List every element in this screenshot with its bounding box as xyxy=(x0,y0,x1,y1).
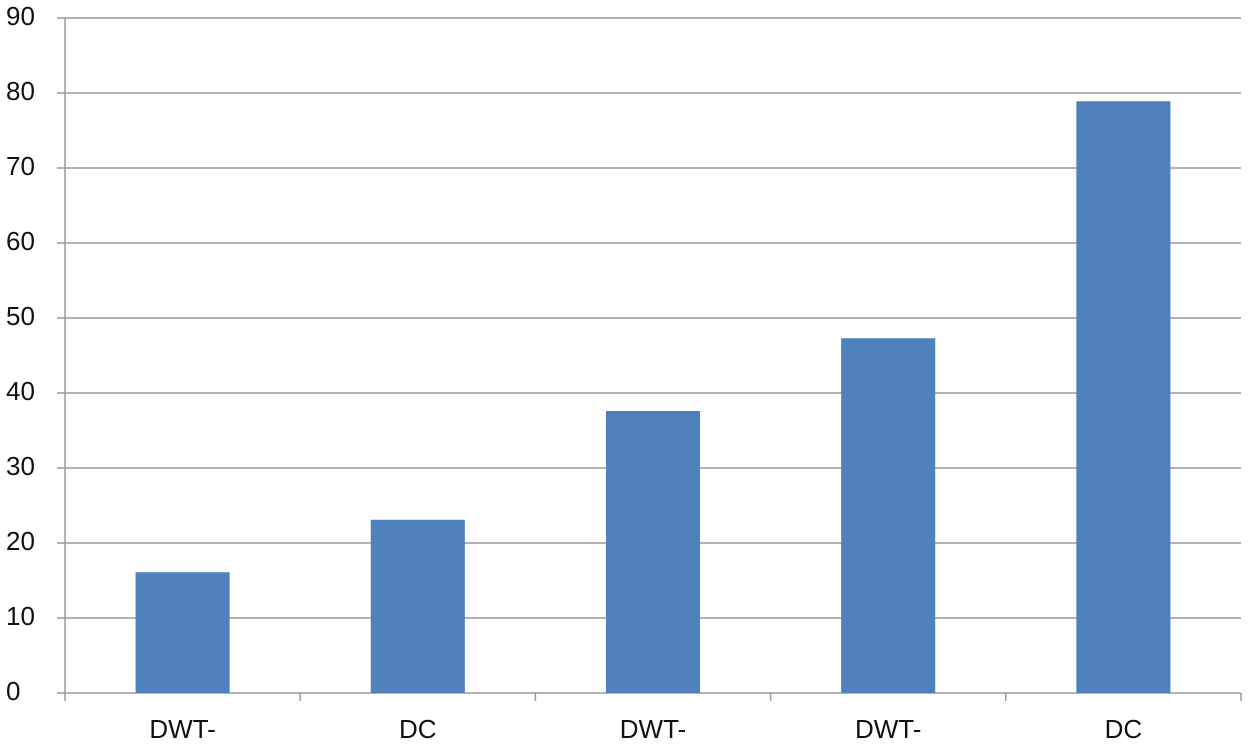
y-tick-label: 10 xyxy=(6,601,35,631)
y-tick-label: 90 xyxy=(6,1,35,31)
bar xyxy=(370,519,465,693)
bar xyxy=(841,338,936,693)
y-tick-label: 0 xyxy=(6,676,20,706)
bar xyxy=(135,572,230,693)
x-tick-label: DC xyxy=(399,714,437,744)
y-tick-label: 30 xyxy=(6,451,35,481)
bar xyxy=(605,411,701,693)
y-tick-label: 40 xyxy=(6,376,35,406)
x-tick-label: DWT- xyxy=(620,714,686,744)
bar xyxy=(1076,101,1171,693)
y-tick-label: 70 xyxy=(6,151,35,181)
x-tick-label: DWT- xyxy=(149,714,215,744)
y-tick-label: 60 xyxy=(6,226,35,256)
y-tick-label: 20 xyxy=(6,526,35,556)
y-tick-label: 50 xyxy=(6,301,35,331)
y-tick-label: 80 xyxy=(6,76,35,106)
x-tick-label: DWT- xyxy=(855,714,921,744)
x-tick-label: DC xyxy=(1105,714,1143,744)
